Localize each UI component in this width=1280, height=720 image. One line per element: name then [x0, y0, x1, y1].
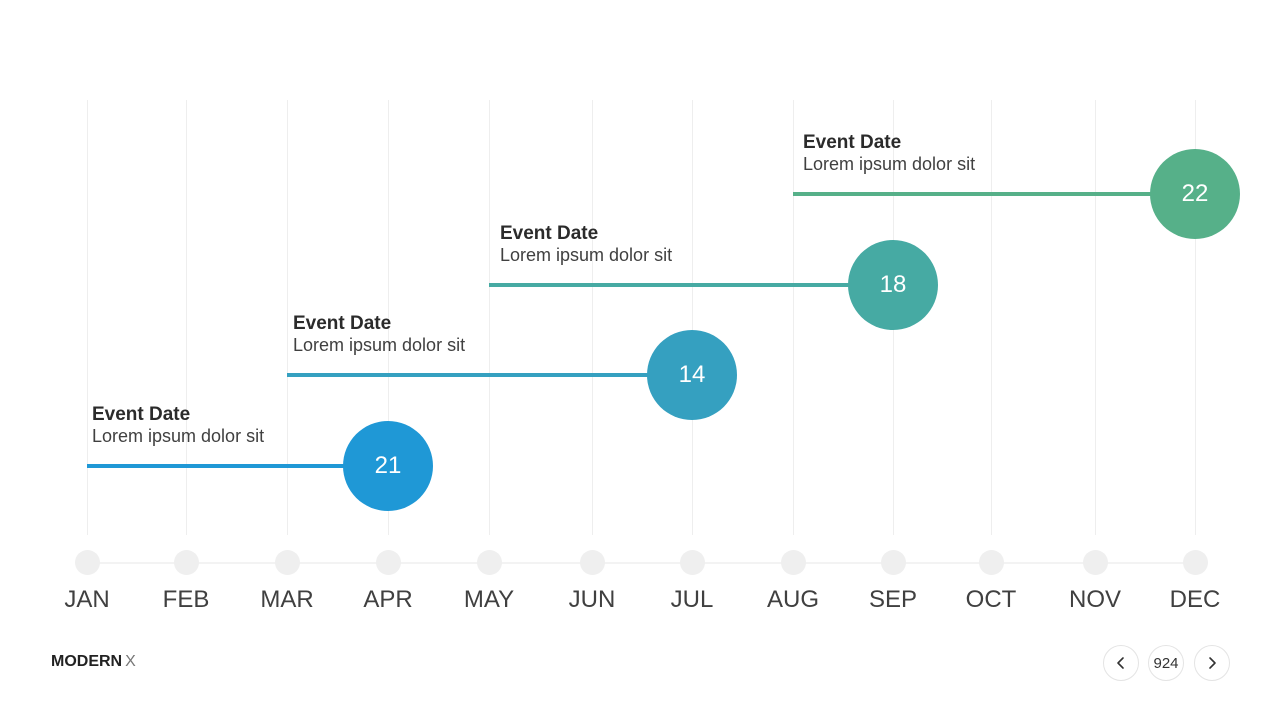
- event-date-circle: 18: [848, 240, 938, 330]
- gridline-oct: [991, 100, 992, 535]
- event-bar: [287, 373, 692, 377]
- event-description: Lorem ipsum dolor sit: [803, 154, 976, 174]
- page-number: 924: [1148, 645, 1184, 681]
- month-label-apr: APR: [363, 586, 413, 613]
- gridline-apr: [388, 100, 389, 535]
- month-marker-jan: [75, 550, 100, 575]
- event-title: Event Date: [500, 223, 599, 244]
- timeline-axis: [87, 562, 1195, 564]
- month-label-feb: FEB: [162, 586, 210, 613]
- gridline-jul: [692, 100, 693, 535]
- month-label-jul: JUL: [670, 586, 714, 613]
- event-bar: [87, 464, 388, 468]
- month-label-jun: JUN: [568, 586, 616, 613]
- month-label-mar: MAR: [260, 586, 314, 613]
- month-marker-aug: [781, 550, 806, 575]
- month-marker-feb: [174, 550, 199, 575]
- event-description: Lorem ipsum dolor sit: [500, 245, 673, 265]
- brand-logo: MODERN X: [51, 653, 136, 671]
- event-title: Event Date: [803, 132, 902, 153]
- brand-suffix: X: [125, 653, 136, 670]
- month-marker-may: [477, 550, 502, 575]
- month-marker-oct: [979, 550, 1004, 575]
- gridline-feb: [186, 100, 187, 535]
- month-marker-jun: [580, 550, 605, 575]
- month-label-sep: SEP: [868, 586, 918, 613]
- month-label-aug: AUG: [766, 586, 819, 613]
- gridline-jan: [87, 100, 88, 535]
- month-marker-nov: [1083, 550, 1108, 575]
- event-description: Lorem ipsum dolor sit: [92, 426, 265, 446]
- brand-name: MODERN: [51, 653, 123, 670]
- event-description: Lorem ipsum dolor sit: [293, 335, 466, 355]
- event-date-circle: 22: [1150, 149, 1240, 239]
- event-date-circle: 21: [343, 421, 433, 511]
- gridline-aug: [793, 100, 794, 535]
- month-label-may: MAY: [463, 586, 515, 613]
- month-marker-mar: [275, 550, 300, 575]
- chevron-right-icon: [1209, 657, 1216, 669]
- month-marker-apr: [376, 550, 401, 575]
- event-title: Event Date: [293, 313, 392, 334]
- previous-slide-button[interactable]: [1103, 645, 1139, 681]
- event-title: Event Date: [92, 404, 191, 425]
- gridline-may: [489, 100, 490, 535]
- month-marker-jul: [680, 550, 705, 575]
- next-slide-button[interactable]: [1194, 645, 1230, 681]
- month-label-jan: JAN: [64, 586, 110, 613]
- month-label-oct: OCT: [965, 586, 1017, 613]
- gridline-jun: [592, 100, 593, 535]
- month-label-dec: DEC: [1169, 586, 1221, 613]
- chevron-left-icon: [1117, 657, 1124, 669]
- gridline-nov: [1095, 100, 1096, 535]
- gridline-dec: [1195, 100, 1196, 535]
- month-marker-dec: [1183, 550, 1208, 575]
- event-bar: [489, 283, 893, 287]
- gridline-mar: [287, 100, 288, 535]
- event-bar: [793, 192, 1195, 196]
- month-label-nov: NOV: [1068, 586, 1121, 613]
- event-date-circle: 14: [647, 330, 737, 420]
- month-marker-sep: [881, 550, 906, 575]
